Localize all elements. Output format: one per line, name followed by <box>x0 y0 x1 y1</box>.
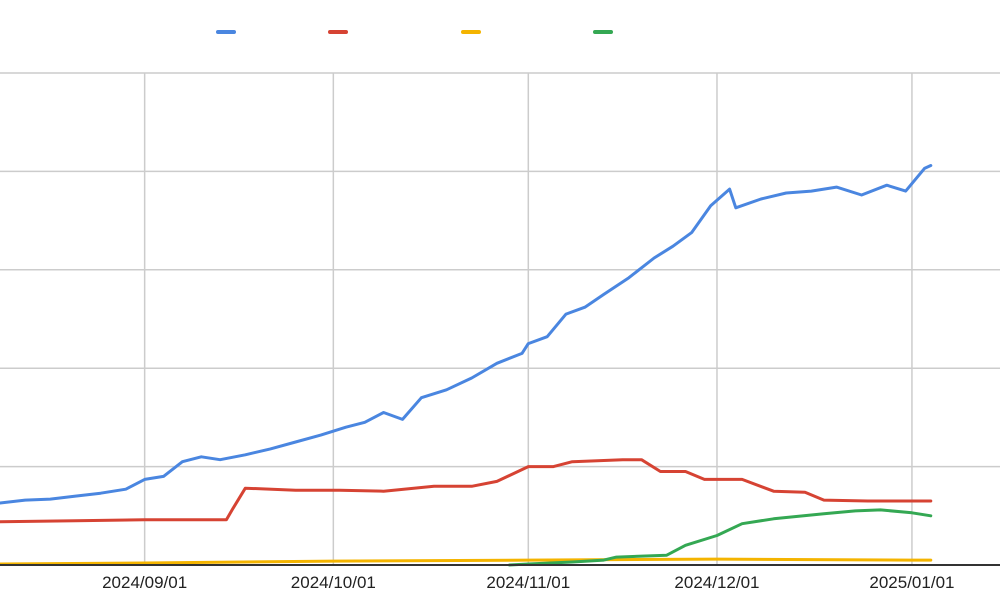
x-tick-label: 2024/12/01 <box>674 573 759 592</box>
legend-obscured-glyph <box>514 26 540 42</box>
legend-obscured-glyph <box>489 22 511 42</box>
series-lines <box>0 164 933 567</box>
legend-entry-obscured-3 <box>621 22 702 42</box>
x-tick-label: 2024/09/01 <box>102 573 187 592</box>
series-line-3 <box>507 508 933 567</box>
x-tick-label: 2025/01/01 <box>869 573 954 592</box>
legend-obscured-glyph <box>244 22 259 42</box>
legend-entry-obscured-1 <box>356 22 413 42</box>
legend-obscured-glyph <box>676 24 702 42</box>
x-tick-label: 2024/10/01 <box>291 573 376 592</box>
x-tick-labels: 2024/09/01 2024/10/01 2024/11/01 2024/12/01… <box>102 573 954 592</box>
series-line-2 <box>0 557 933 566</box>
legend-entry-obscured-2 <box>489 22 570 42</box>
legend-obscured-glyph <box>283 24 301 42</box>
legend-obscured-glyph <box>395 24 413 42</box>
legend-obscured-glyph <box>646 26 672 42</box>
x-tick-label: 2024/11/01 <box>486 573 570 592</box>
legend-obscured-glyph <box>356 22 371 42</box>
series-line-1 <box>0 458 933 524</box>
legend-obscured-glyph <box>374 26 392 42</box>
legend-obscured-glyph <box>262 26 280 42</box>
series-line-0 <box>0 164 933 505</box>
grid <box>0 72 1000 565</box>
legend-obscured-glyph <box>621 22 643 42</box>
legend-entry-obscured-0 <box>244 22 301 42</box>
legend-obscured-glyph <box>544 24 570 42</box>
legend <box>216 22 702 42</box>
